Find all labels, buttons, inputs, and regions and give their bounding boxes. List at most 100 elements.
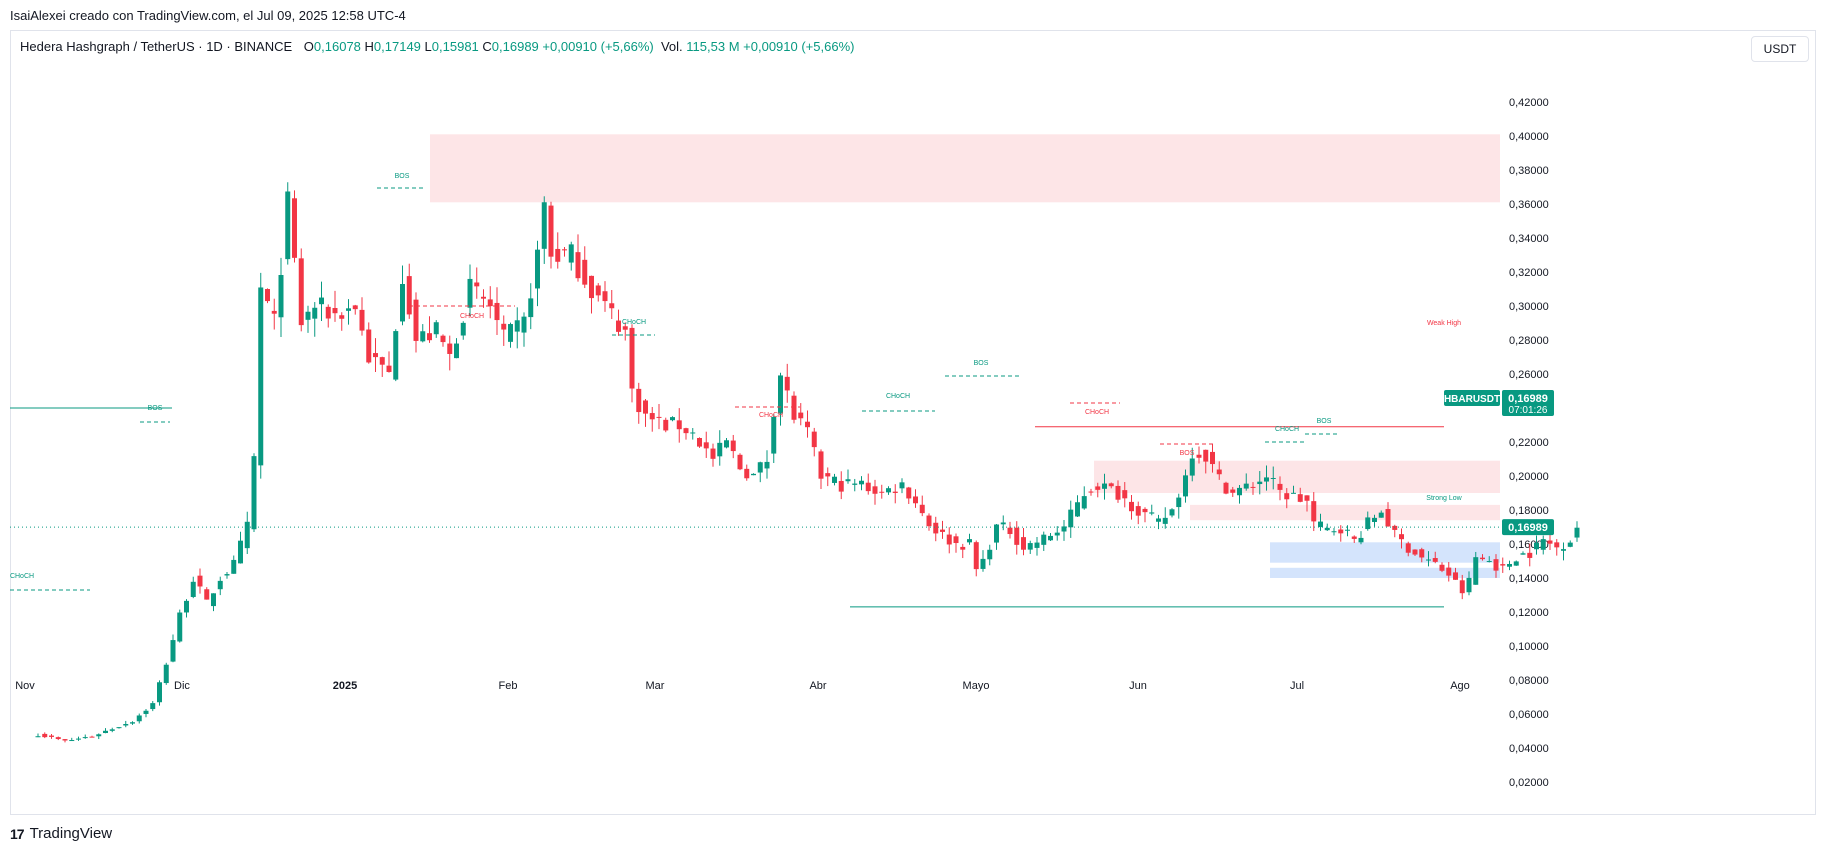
candle-body	[1439, 564, 1445, 571]
candle-body	[730, 440, 736, 452]
candle-body	[582, 259, 588, 285]
candle-body	[1291, 492, 1296, 494]
candle-body	[771, 416, 777, 454]
candle-body	[1102, 483, 1107, 489]
candle-body	[1075, 502, 1080, 517]
candle-body	[379, 357, 385, 365]
candle-body	[184, 600, 189, 613]
candle-body	[130, 722, 135, 724]
candle-body	[568, 244, 574, 263]
candle-body	[190, 581, 196, 597]
x-tick-label: 2025	[333, 680, 357, 692]
close-value: 0,16989	[491, 39, 539, 54]
candle-body	[609, 303, 615, 309]
candle-body	[62, 739, 68, 741]
candle-body	[886, 488, 891, 493]
y-tick-label: 0,32000	[1509, 267, 1549, 279]
candle-body	[1270, 477, 1276, 479]
candle-body	[845, 479, 851, 482]
structure-label: CHoCH	[759, 412, 783, 419]
candle-body	[555, 248, 561, 262]
structure-label: CHoCH	[1275, 426, 1299, 433]
candle-body	[697, 437, 702, 447]
structure-label: CHoCH	[886, 393, 910, 400]
volume-change: +0,00910 (+5,66%)	[743, 39, 855, 54]
candle-body	[1183, 475, 1188, 497]
candle-body	[1520, 553, 1526, 555]
candle-body	[1021, 537, 1026, 550]
candle-body	[744, 468, 750, 479]
y-tick-label: 0,02000	[1509, 777, 1549, 789]
candle-body	[116, 727, 122, 729]
candle-body	[980, 558, 986, 569]
candle-body	[1480, 557, 1485, 560]
candle-body	[892, 491, 898, 493]
structure-label: Strong Low	[1426, 495, 1462, 502]
candle-body	[285, 191, 291, 260]
close-label: C	[482, 39, 492, 54]
candle-body	[305, 311, 311, 320]
candle-body	[805, 421, 810, 428]
candle-body	[292, 198, 297, 258]
candle-body	[1574, 527, 1580, 538]
candle-body	[1453, 572, 1458, 580]
candle-body	[123, 723, 129, 726]
candle-body	[400, 284, 405, 322]
candle-body	[602, 291, 608, 302]
open-value: 0,16078	[313, 39, 361, 54]
currency-button[interactable]: USDT	[1751, 36, 1809, 62]
candle-body	[1527, 552, 1533, 558]
candle-body	[1169, 509, 1175, 516]
y-tick-label: 0,10000	[1509, 641, 1549, 653]
candle-body	[1264, 477, 1269, 482]
candle-body	[1054, 532, 1060, 536]
candle-body	[366, 329, 372, 363]
candle-body	[784, 376, 790, 391]
candle-body	[298, 258, 304, 326]
high-value: 0,17149	[373, 39, 421, 54]
candle-body	[1216, 469, 1222, 475]
ohlc-legend: Hedera Hashgraph / TetherUS · 1D · BINAN…	[20, 39, 854, 54]
candle-body	[1250, 486, 1256, 488]
y-tick-label: 0,28000	[1509, 335, 1549, 347]
candle-body	[811, 431, 817, 448]
tradingview-brand[interactable]: 17 TradingView	[10, 825, 112, 842]
demand-zone	[1270, 567, 1500, 578]
symbol-tag: HBARUSDT	[1444, 394, 1500, 405]
candle-body	[1156, 518, 1161, 522]
candle-body	[973, 542, 979, 570]
candle-body	[440, 335, 446, 343]
candle-body	[1210, 451, 1215, 465]
candle-body	[575, 252, 581, 279]
candle-body	[1277, 483, 1283, 490]
candle-body	[1149, 512, 1155, 514]
candle-body	[1223, 482, 1229, 494]
x-tick-label: Jun	[1129, 680, 1147, 692]
structure-label: BOS	[974, 360, 989, 367]
candle-body	[535, 249, 540, 289]
candle-body	[258, 287, 264, 466]
candle-body	[514, 320, 520, 332]
candle-body	[1534, 542, 1539, 550]
candle-body	[946, 534, 952, 545]
candle-body	[852, 483, 858, 485]
candle-body	[676, 420, 682, 430]
candle-body	[1372, 517, 1377, 522]
candle-body	[1122, 490, 1128, 499]
candle-body	[1068, 509, 1074, 528]
candle-body	[211, 593, 216, 607]
candle-body	[1473, 557, 1479, 585]
candle-body	[1284, 493, 1290, 500]
low-label: L	[424, 39, 432, 54]
candle-body	[238, 540, 243, 564]
candle-body	[1196, 454, 1202, 458]
y-tick-label: 0,18000	[1509, 505, 1549, 517]
candle-body	[528, 298, 534, 318]
candle-body	[1304, 495, 1310, 501]
candle-body	[69, 740, 75, 742]
candle-body	[339, 315, 345, 319]
tradingview-logo-icon: 17	[10, 825, 25, 842]
candle-body	[96, 734, 102, 737]
candle-body	[1297, 494, 1303, 502]
